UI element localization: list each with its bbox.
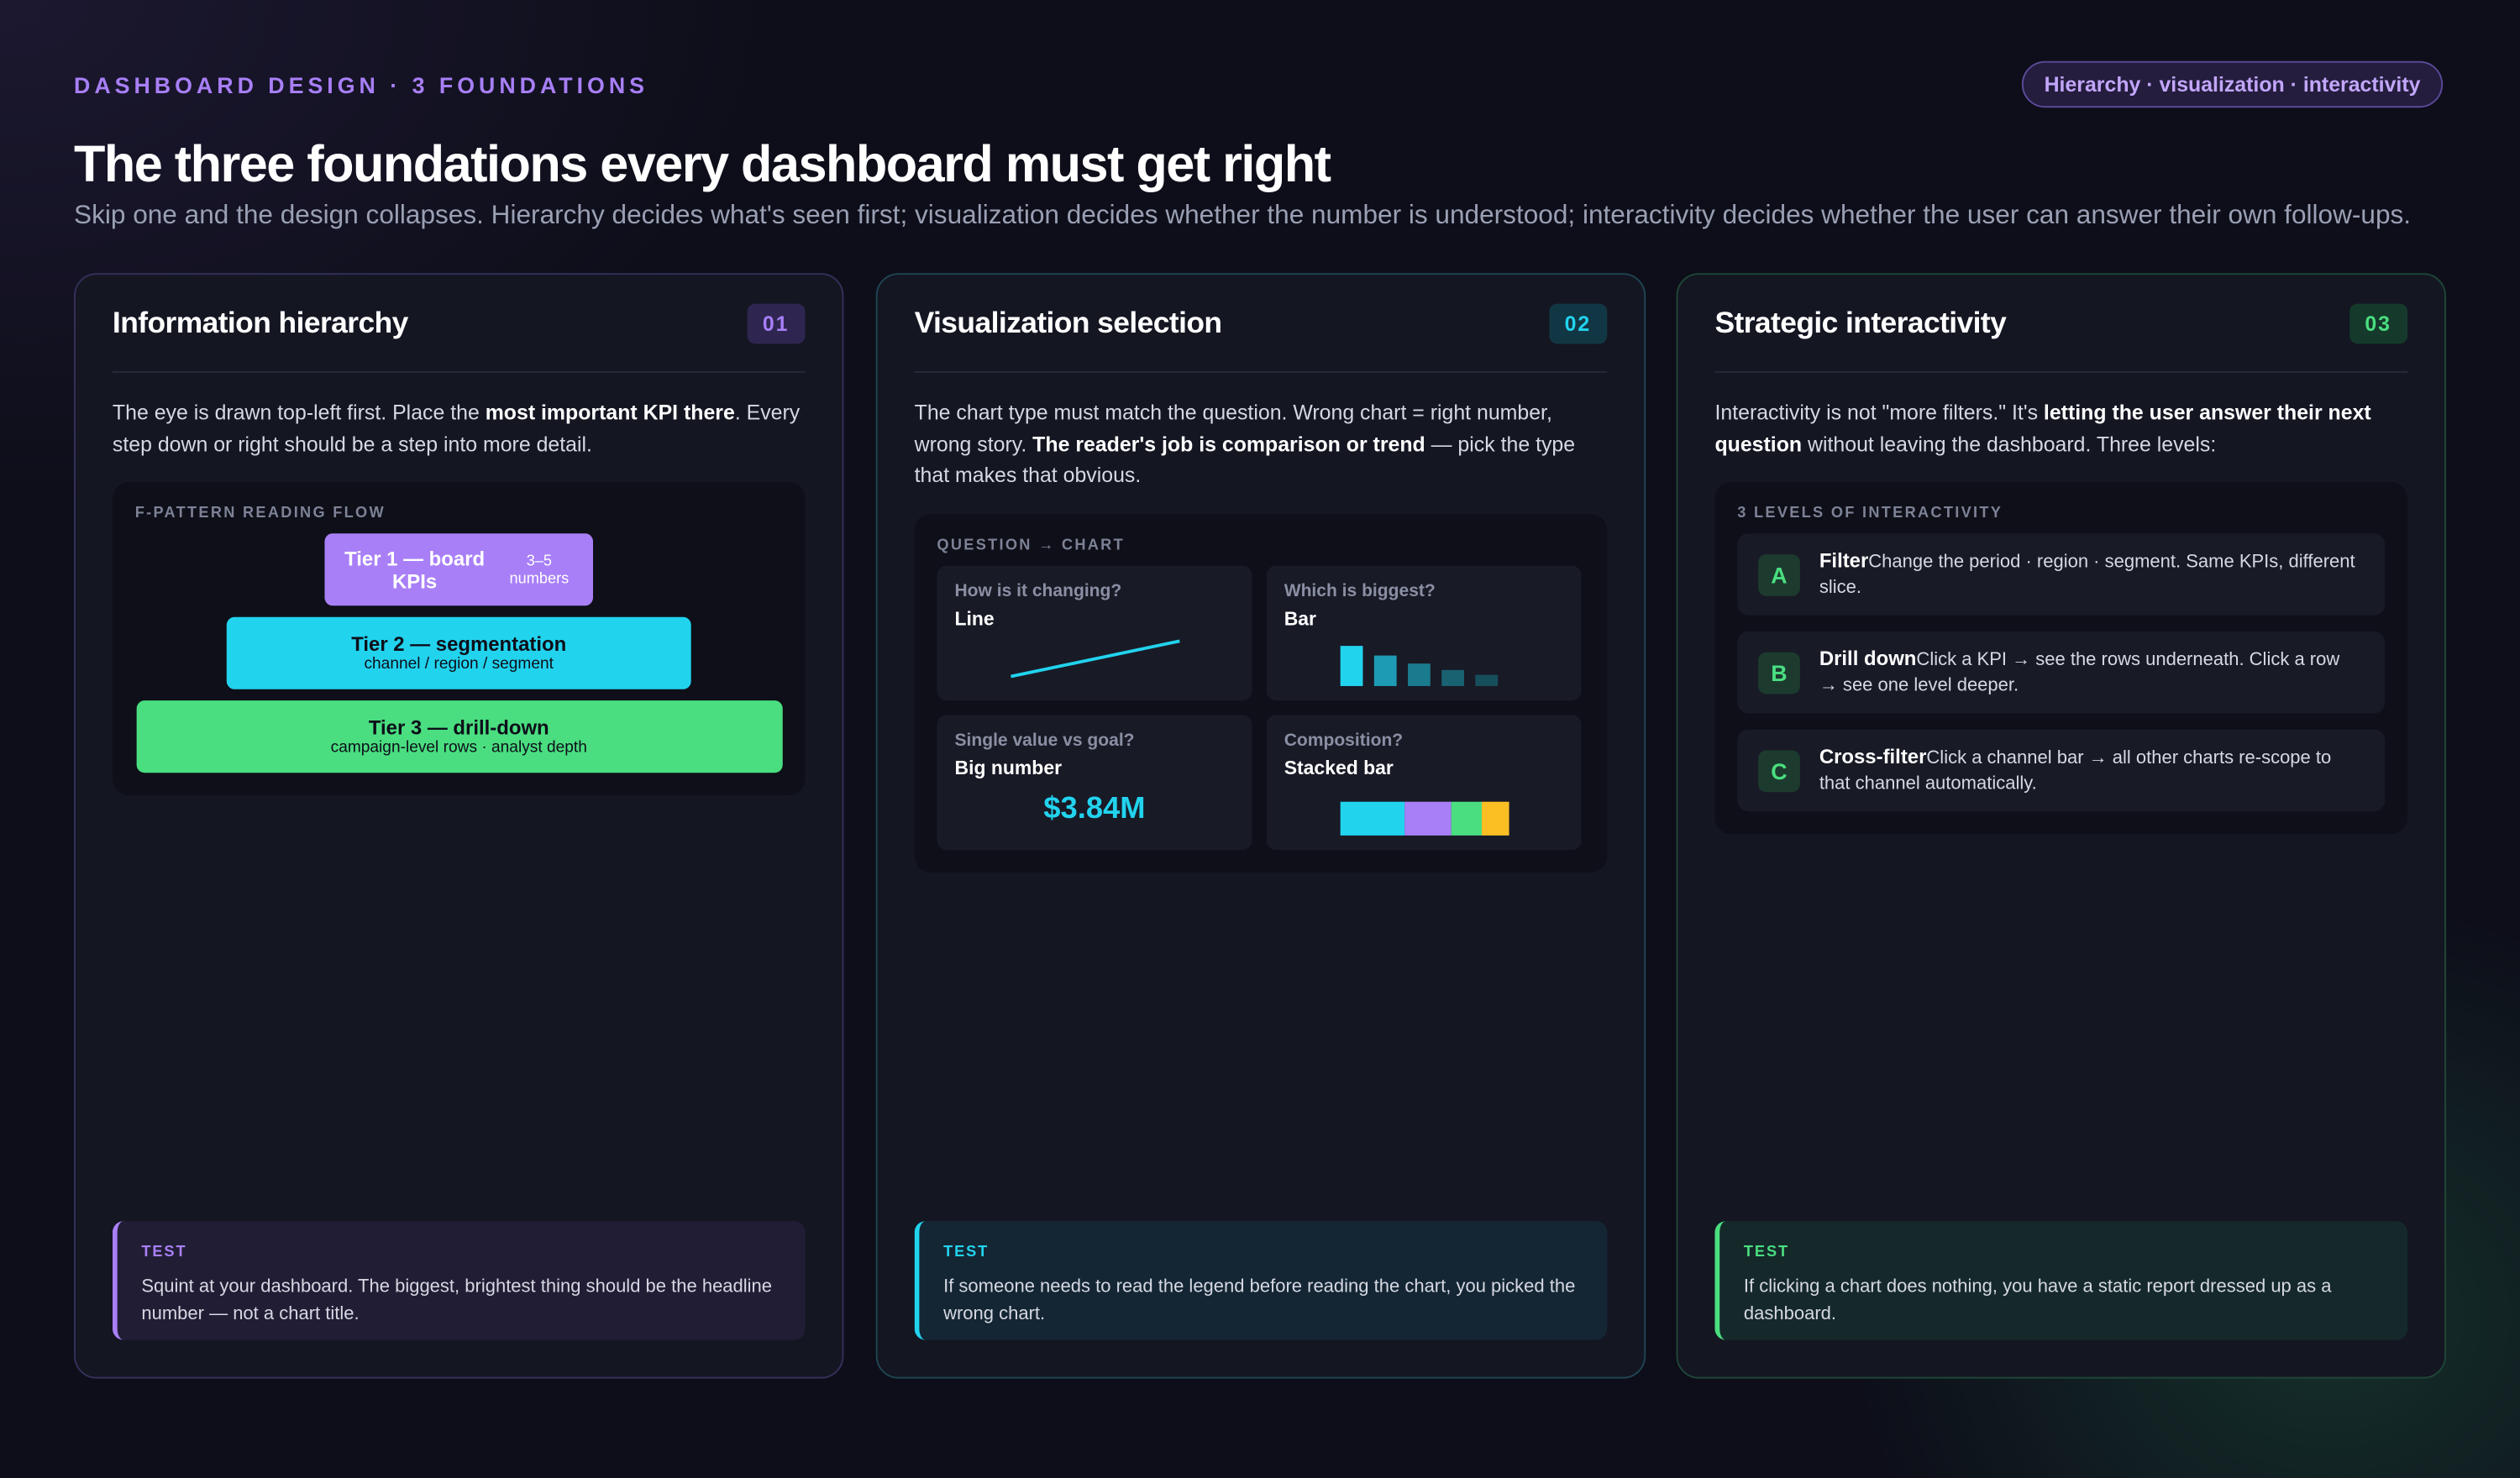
test-label: TEST xyxy=(1743,1243,1790,1261)
card: Information hierarchy 01 The eye is drawn… xyxy=(74,273,844,1379)
stacked-icon xyxy=(1340,800,1509,835)
text: The eye is drawn top-left first. Place t… xyxy=(112,400,486,425)
level-desc: Click a channel bar → all other charts r… xyxy=(1819,748,2332,794)
level-key: C xyxy=(1758,749,1800,792)
level-name: Cross-filter xyxy=(1819,745,1927,768)
level-desc: Change the period · region · segment. Sa… xyxy=(1819,553,2355,598)
test-label: TEST xyxy=(943,1243,990,1261)
example: Which is biggest? Bar xyxy=(1266,564,1582,700)
intro: The eye is drawn top-left first. Place t… xyxy=(113,397,806,460)
card-header: Visualization selection 02 xyxy=(914,275,1608,373)
question: How is it changing? xyxy=(954,580,1122,600)
card: Visualization selection 02 The chart type… xyxy=(875,273,1646,1379)
test-box: TEST If clicking a chart does nothing, yo… xyxy=(1714,1221,2408,1340)
question: Composition? xyxy=(1284,730,1404,750)
level-key: A xyxy=(1758,553,1800,595)
chart-type: Line xyxy=(954,606,995,630)
panel: F-PATTERN READING FLOW Tier 1 — board KP… xyxy=(112,481,806,796)
card-number: 03 xyxy=(2349,302,2408,343)
text: — pick the type that makes that obvious. xyxy=(914,431,1576,487)
card-title: Visualization selection xyxy=(914,305,1222,339)
panel-label: F-PATTERN READING FLOW xyxy=(134,504,386,522)
level-text: Cross-filterClick a channel bar → all ot… xyxy=(1819,744,2363,797)
segment xyxy=(1482,800,1509,835)
tier: Tier 1 — board KPIs 3–5 numbers xyxy=(324,533,593,606)
bar xyxy=(1340,645,1363,686)
tier-title: Tier 2 — segmentation xyxy=(351,632,567,656)
badge: Hierarchy · visualization · interactivit… xyxy=(2021,60,2444,108)
panel: 3 LEVELS OF INTERACTIVITY A FilterChange … xyxy=(1714,481,2408,834)
test-box: TEST Squint at your dashboard. The bigges… xyxy=(112,1221,806,1340)
test-text: Squint at your dashboard. The biggest, b… xyxy=(141,1276,773,1324)
tier-note: channel / region / segment xyxy=(364,655,554,673)
test-label: TEST xyxy=(141,1243,187,1261)
card-title: Information hierarchy xyxy=(112,305,408,339)
bar xyxy=(1408,663,1431,686)
tier: Tier 3 — drill-down campaign-level rows ·… xyxy=(135,700,782,773)
level: A FilterChange the period · region · segm… xyxy=(1737,533,2386,616)
level-desc: Click a KPI → see the rows underneath. C… xyxy=(1819,650,2340,696)
test-text: If someone needs to read the legend befo… xyxy=(943,1276,1576,1324)
bar xyxy=(1441,668,1464,686)
bar xyxy=(1373,654,1397,686)
text: without leaving the dashboard. Three lev… xyxy=(1802,431,2217,456)
level-text: Drill downClick a KPI → see the rows und… xyxy=(1819,646,2363,699)
example: Composition? Stacked bar xyxy=(1266,714,1582,850)
level-text: FilterChange the period · region · segme… xyxy=(1819,548,2363,600)
emphasis: most important KPI there xyxy=(485,400,735,425)
card: Strategic interactivity 03 Interactivity … xyxy=(1676,273,2446,1379)
segment xyxy=(1404,800,1452,835)
example: Single value vs goal? Big number $3.84M xyxy=(937,714,1252,850)
tier-title: Tier 1 — board KPIs xyxy=(344,547,486,593)
intro: The chart type must match the question. … xyxy=(915,397,1608,491)
test-text: If clicking a chart does nothing, you ha… xyxy=(1743,1276,2332,1324)
level-key: B xyxy=(1758,651,1800,694)
tier-note: campaign-level rows · analyst depth xyxy=(330,739,587,757)
bar xyxy=(1475,673,1499,686)
card-header: Information hierarchy 01 xyxy=(112,275,806,373)
text: Interactivity is not "more filters." It'… xyxy=(1714,400,2044,425)
chart-type: Stacked bar xyxy=(1284,756,1394,778)
question: Single value vs goal? xyxy=(954,730,1135,750)
example: How is it changing? Line xyxy=(937,564,1252,700)
level: B Drill downClick a KPI → see the rows un… xyxy=(1737,631,2386,714)
level: C Cross-filterClick a channel bar → all o… xyxy=(1737,729,2386,812)
bar-icon xyxy=(1340,645,1499,686)
level-name: Filter xyxy=(1819,549,1869,573)
segment xyxy=(1340,800,1405,835)
tier-title: Tier 3 — drill-down xyxy=(368,716,549,740)
title: The three foundations every dashboard mu… xyxy=(74,134,1331,193)
line xyxy=(1011,638,1180,678)
emphasis: The reader's job is comparison or trend xyxy=(1032,431,1425,456)
card-number: 01 xyxy=(746,302,806,343)
panel-label: 3 LEVELS OF INTERACTIVITY xyxy=(1737,504,2003,522)
card-number: 02 xyxy=(1548,302,1608,343)
big-number: $3.84M xyxy=(1043,791,1146,825)
emphasis: letting the user answer their next quest… xyxy=(1714,400,2371,456)
subtitle: Skip one and the design collapses. Hiera… xyxy=(74,201,2412,230)
text: The chart type must match the question. … xyxy=(914,400,1552,456)
card-header: Strategic interactivity 03 xyxy=(1714,275,2408,373)
question: Which is biggest? xyxy=(1284,580,1436,600)
tier: Tier 2 — segmentation channel / region / … xyxy=(226,616,691,689)
card-title: Strategic interactivity xyxy=(1714,305,2007,339)
chart-type: Bar xyxy=(1284,606,1316,630)
example-grid: How is it changing? Line Which is biggest… xyxy=(937,564,1584,850)
intro: Interactivity is not "more filters." It'… xyxy=(1714,397,2407,460)
line-icon xyxy=(1011,638,1180,678)
test-box: TEST If someone needs to read the legend … xyxy=(914,1221,1608,1340)
chart-type: Big number xyxy=(954,756,1063,778)
tier-note: 3–5 numbers xyxy=(509,552,570,588)
level-name: Drill down xyxy=(1819,647,1917,670)
panel-label: QUESTION → CHART xyxy=(937,536,1125,554)
panel: QUESTION → CHART How is it changing? Line… xyxy=(914,513,1608,872)
eyebrow: DASHBOARD DESIGN · 3 FOUNDATIONS xyxy=(74,72,649,98)
segment xyxy=(1451,800,1483,835)
text: . Every step down or right should be a s… xyxy=(112,400,801,456)
